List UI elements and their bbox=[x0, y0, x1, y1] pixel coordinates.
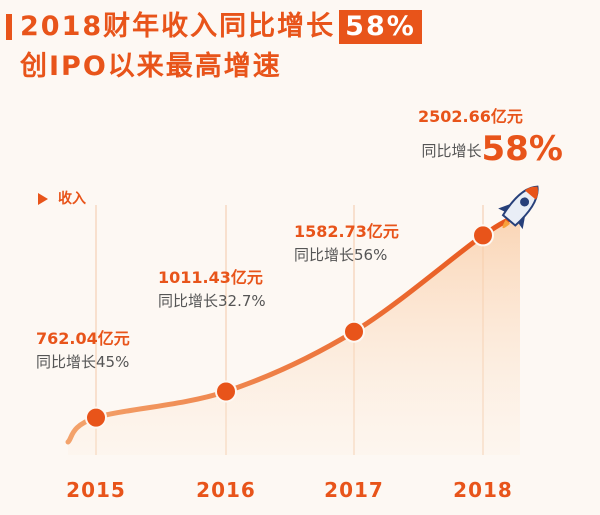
value-label-2015: 762.04亿元 bbox=[36, 329, 130, 348]
x-tick-2016: 2016 bbox=[196, 478, 256, 502]
data-point-2018 bbox=[472, 224, 494, 247]
chart-title: 2018财年收入同比增长 58% bbox=[20, 10, 422, 44]
chart-subtitle: 创IPO以来最高增速 bbox=[20, 51, 282, 82]
revenue-area bbox=[68, 215, 520, 455]
x-tick-2017: 2017 bbox=[324, 478, 384, 502]
data-label-2016: 1011.43亿元 同比增长32.7% bbox=[158, 264, 266, 311]
value-label-2018: 2502.66亿元 bbox=[418, 107, 523, 126]
x-tick-2018: 2018 bbox=[453, 478, 513, 502]
data-label-2017: 1582.73亿元 同比增长56% bbox=[294, 218, 399, 265]
play-triangle-icon bbox=[38, 193, 48, 205]
title-prefix: 2018财年收入同比增长 bbox=[20, 11, 336, 42]
data-point-2017 bbox=[343, 320, 365, 343]
data-point-2016 bbox=[215, 380, 237, 403]
x-tick-2015: 2015 bbox=[66, 478, 126, 502]
growth-label-2018: 同比增长58% bbox=[421, 129, 563, 169]
value-label-2016: 1011.43亿元 bbox=[158, 268, 263, 287]
title-accent-bar bbox=[6, 14, 12, 40]
value-label-2017: 1582.73亿元 bbox=[294, 222, 399, 241]
legend-label: 收入 bbox=[58, 191, 86, 207]
data-label-2015: 762.04亿元 同比增长45% bbox=[36, 325, 130, 372]
growth-label-2015: 同比增长45% bbox=[36, 353, 130, 371]
data-label-2018: 2502.66亿元同比增长58% bbox=[418, 103, 563, 169]
legend: 收入 bbox=[38, 188, 86, 208]
title-highlight: 58% bbox=[339, 10, 422, 44]
rocket-icon bbox=[498, 185, 539, 230]
growth-label-2016: 同比增长32.7% bbox=[158, 292, 266, 310]
growth-label-2017: 同比增长56% bbox=[294, 246, 388, 264]
data-point-2015 bbox=[85, 406, 107, 429]
